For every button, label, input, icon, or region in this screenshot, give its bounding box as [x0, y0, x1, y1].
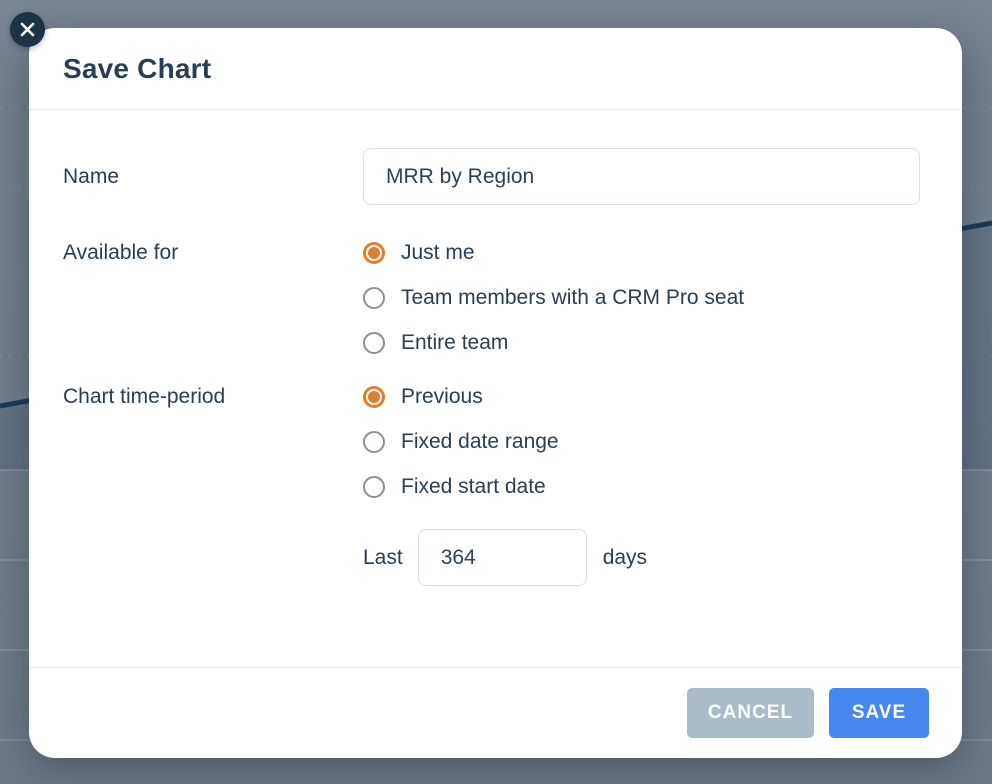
close-button[interactable]	[10, 12, 45, 47]
last-days-row: Last days	[363, 529, 920, 586]
radio-option-just-me[interactable]: Just me	[363, 241, 920, 264]
radio-option-entire-team[interactable]: Entire team	[363, 331, 920, 354]
radio-option-fixed-date-range[interactable]: Fixed date range	[363, 430, 920, 453]
radio-option-label: Team members with a CRM Pro seat	[401, 285, 745, 309]
name-input[interactable]	[363, 148, 920, 205]
cancel-button[interactable]: CANCEL	[687, 688, 814, 738]
radio-option-team-members-crm-pro[interactable]: Team members with a CRM Pro seat	[363, 286, 920, 309]
available-for-label: Available for	[63, 241, 179, 264]
name-row: Name	[63, 148, 920, 205]
radio-option-fixed-start-date[interactable]: Fixed start date	[363, 475, 920, 498]
x-icon	[20, 22, 35, 37]
available-for-options: Just me Team members with a CRM Pro seat…	[363, 241, 920, 354]
radio-icon	[363, 331, 385, 354]
radio-option-label: Just me	[401, 240, 475, 264]
radio-icon	[363, 241, 385, 264]
dialog-body: Name Available for Just me Team members …	[29, 110, 962, 667]
radio-option-label: Entire team	[401, 330, 509, 354]
radio-option-label: Fixed start date	[401, 474, 546, 498]
time-period-label: Chart time-period	[63, 385, 226, 408]
radio-icon	[363, 286, 385, 309]
save-chart-dialog: Save Chart Name Available for Just me Te…	[29, 28, 962, 758]
time-period-options: Previous Fixed date range Fixed start da…	[363, 385, 920, 498]
dialog-header: Save Chart	[29, 28, 962, 110]
last-days-input[interactable]	[417, 529, 587, 586]
radio-option-label: Previous	[401, 384, 483, 408]
dialog-footer: CANCEL SAVE	[29, 667, 962, 758]
last-days-prefix: Last	[363, 545, 403, 569]
dialog-title: Save Chart	[63, 52, 212, 84]
radio-icon	[363, 430, 385, 453]
radio-option-label: Fixed date range	[401, 429, 559, 453]
radio-option-previous[interactable]: Previous	[363, 385, 920, 408]
time-period-row: Chart time-period Previous Fixed date ra…	[63, 385, 920, 586]
last-days-suffix: days	[602, 545, 648, 569]
radio-icon	[363, 385, 385, 408]
save-button[interactable]: SAVE	[829, 688, 929, 738]
available-for-row: Available for Just me Team members with …	[63, 241, 920, 354]
radio-icon	[363, 475, 385, 498]
name-label: Name	[63, 165, 120, 188]
